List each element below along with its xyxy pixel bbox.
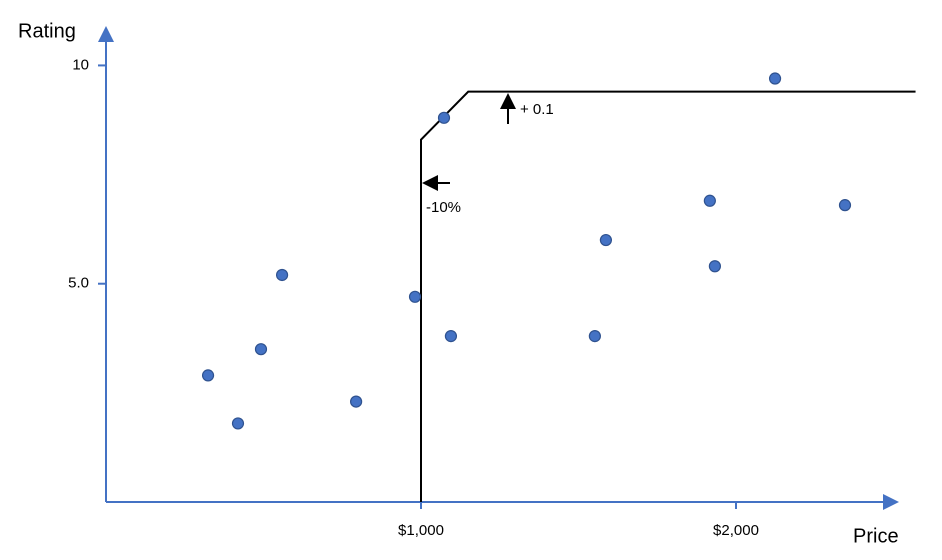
x-tick-label: $2,000 [713, 522, 759, 539]
annotation: -10% [426, 199, 461, 216]
point [599, 233, 613, 247]
point [703, 194, 716, 207]
point [201, 369, 215, 382]
x-tick-label: $1,000 [398, 522, 444, 539]
annotation: + 0.1 [520, 101, 554, 118]
point [254, 343, 268, 356]
y-tick-label: 5.0 [68, 275, 89, 292]
y-tick-label: 10 [72, 56, 89, 73]
point [768, 72, 782, 85]
point [275, 268, 289, 282]
point [350, 395, 363, 408]
point [231, 417, 245, 430]
frontier-line [420, 90, 916, 502]
point [588, 330, 601, 343]
y-axis-label: Rating [18, 20, 76, 42]
x-axis-label: Price [853, 525, 899, 547]
point [408, 290, 422, 303]
point [444, 330, 458, 343]
point [437, 111, 451, 124]
point [838, 199, 852, 212]
point [708, 260, 721, 273]
